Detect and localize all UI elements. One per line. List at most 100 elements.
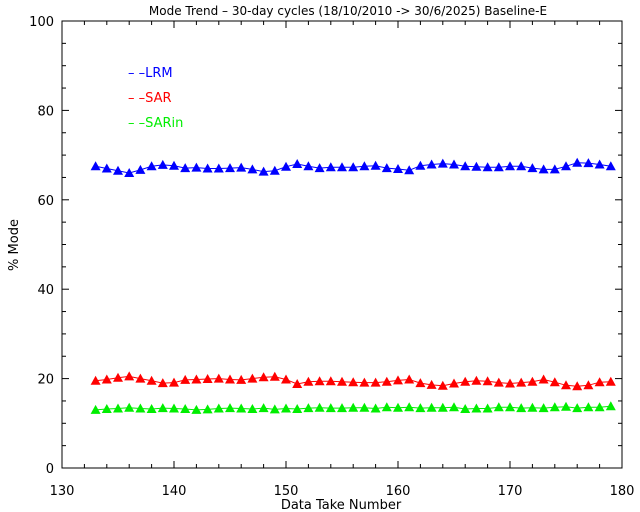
data-point-sarin — [258, 403, 269, 413]
data-point-sar — [381, 376, 392, 386]
series-sarin — [90, 401, 616, 414]
data-point-sar — [370, 377, 381, 387]
data-point-sarin — [449, 402, 459, 412]
x-axis: 130 140 150 160 170 180 — [50, 21, 635, 499]
data-point-lrm — [169, 160, 179, 170]
data-point-lrm — [90, 161, 101, 171]
data-point-lrm — [437, 158, 448, 168]
data-point-lrm — [225, 163, 235, 173]
data-point-sarin — [437, 402, 448, 412]
x-tick-label: 150 — [274, 484, 299, 499]
data-point-lrm — [471, 161, 482, 171]
data-point-sarin — [516, 403, 527, 413]
data-point-sarin — [236, 403, 247, 413]
data-point-sarin — [505, 402, 515, 412]
data-point-sar — [527, 376, 538, 386]
data-point-sar — [124, 371, 135, 381]
data-point-sarin — [157, 403, 168, 413]
x-tick-label: 180 — [610, 484, 635, 499]
data-point-sarin — [225, 403, 235, 413]
data-point-sar — [258, 372, 269, 382]
data-point-sar — [404, 374, 415, 384]
data-point-lrm — [314, 163, 325, 173]
data-point-sarin — [247, 404, 258, 413]
data-point-sar — [359, 377, 370, 387]
y-tick-label: 60 — [37, 194, 54, 209]
data-point-sarin — [594, 402, 605, 412]
y-axis: 0 20 40 60 80 100 — [29, 15, 622, 477]
y-tick-label: 80 — [37, 104, 54, 119]
data-point-sar — [337, 376, 347, 386]
data-point-sarin — [471, 403, 482, 413]
data-point-sar — [348, 377, 359, 387]
data-point-sar — [549, 377, 560, 387]
data-point-sar — [314, 376, 325, 386]
data-point-sarin — [281, 403, 291, 413]
y-tick-label: 100 — [29, 15, 54, 30]
legend-entry-sarin: – –SARin — [128, 116, 183, 131]
data-point-lrm — [247, 164, 258, 174]
data-point-sar — [605, 376, 616, 386]
data-point-sarin — [460, 404, 471, 413]
data-point-sar — [493, 377, 504, 387]
data-point-sarin — [314, 402, 325, 412]
data-point-sar — [247, 373, 258, 383]
data-point-sarin — [561, 401, 571, 411]
data-point-lrm — [527, 163, 538, 173]
chart-title: Mode Trend – 30-day cycles (18/10/2010 -… — [149, 4, 547, 18]
data-point-sar — [101, 374, 112, 384]
data-point-sarin — [113, 403, 123, 413]
data-point-lrm — [393, 164, 403, 173]
x-tick-label: 170 — [498, 484, 523, 499]
data-point-sarin — [370, 403, 381, 413]
data-point-lrm — [359, 161, 370, 171]
data-point-lrm — [538, 164, 549, 174]
data-point-lrm — [493, 162, 504, 172]
x-tick-label: 160 — [386, 484, 411, 499]
data-point-sar — [583, 380, 594, 390]
data-point-sarin — [191, 404, 202, 414]
data-point-lrm — [583, 158, 594, 168]
data-point-sar — [538, 374, 549, 384]
data-point-lrm — [135, 164, 146, 174]
data-point-sar — [572, 381, 583, 391]
data-point-sarin — [549, 402, 560, 412]
data-point-sar — [236, 374, 247, 384]
data-point-sarin — [572, 403, 583, 413]
data-point-sarin — [325, 403, 336, 413]
data-point-lrm — [561, 161, 571, 171]
x-tick-label: 140 — [162, 484, 187, 499]
data-point-sarin — [101, 404, 112, 413]
data-point-lrm — [572, 157, 583, 167]
data-point-sar — [437, 380, 448, 390]
data-point-lrm — [482, 162, 493, 172]
data-point-sar — [113, 372, 123, 382]
data-point-sar — [393, 375, 403, 385]
data-point-lrm — [415, 160, 426, 170]
data-point-sarin — [124, 402, 135, 412]
data-point-sar — [460, 376, 471, 386]
data-point-sar — [135, 373, 146, 383]
data-point-sarin — [538, 403, 549, 413]
x-tick-label: 130 — [50, 484, 75, 499]
y-tick-label: 20 — [37, 373, 54, 388]
data-point-lrm — [505, 161, 515, 171]
data-point-sarin — [202, 404, 213, 414]
y-tick-label: 0 — [46, 462, 54, 477]
data-point-lrm — [549, 164, 560, 174]
data-point-sar — [191, 374, 202, 384]
data-point-sar — [303, 376, 314, 386]
data-point-sarin — [169, 403, 179, 413]
data-point-lrm — [381, 163, 392, 173]
data-point-lrm — [594, 159, 605, 169]
data-point-sar — [415, 378, 426, 388]
data-point-sarin — [482, 403, 493, 413]
data-point-lrm — [101, 163, 112, 173]
data-point-sarin — [303, 403, 314, 413]
data-point-sarin — [146, 404, 157, 413]
x-axis-label: Data Take Number — [281, 498, 402, 512]
data-point-lrm — [426, 159, 437, 169]
data-point-lrm — [113, 165, 123, 175]
data-point-sarin — [269, 404, 280, 414]
